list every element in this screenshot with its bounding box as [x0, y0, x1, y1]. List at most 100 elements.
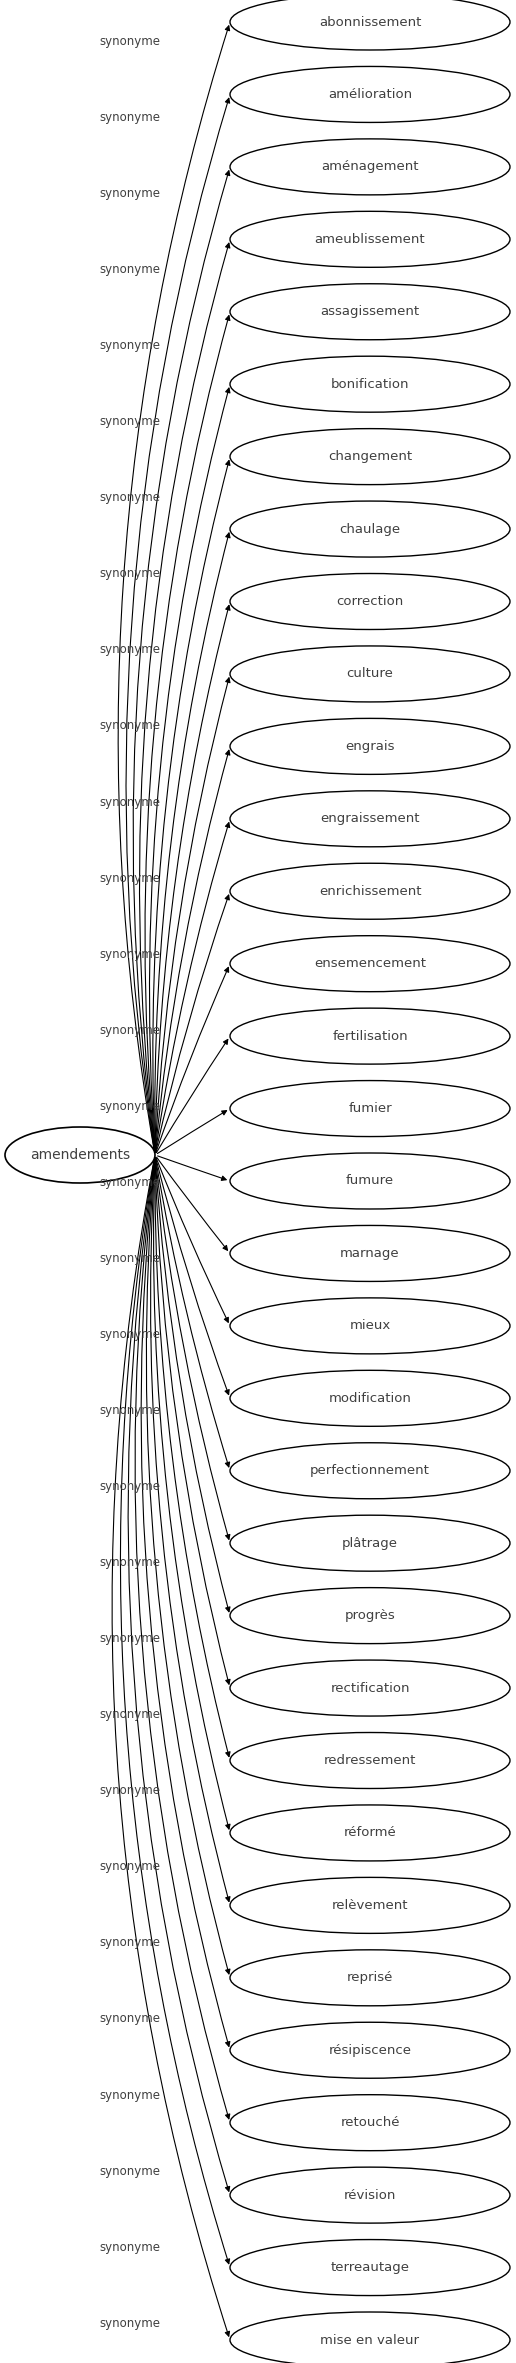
Text: synonyme: synonyme [99, 1252, 160, 1264]
Text: synonyme: synonyme [99, 1633, 160, 1645]
FancyArrowPatch shape [155, 678, 230, 1153]
Text: bonification: bonification [331, 378, 409, 390]
Ellipse shape [230, 1805, 510, 1862]
FancyArrowPatch shape [155, 605, 230, 1153]
Text: synonyme: synonyme [99, 643, 160, 657]
Text: synonyme: synonyme [99, 416, 160, 428]
FancyArrowPatch shape [154, 1158, 230, 1829]
Text: amendements: amendements [30, 1148, 130, 1163]
Ellipse shape [230, 1297, 510, 1354]
Ellipse shape [230, 210, 510, 267]
FancyArrowPatch shape [128, 1158, 230, 2191]
Ellipse shape [230, 2311, 510, 2363]
FancyArrowPatch shape [157, 1111, 227, 1153]
Text: aménagement: aménagement [321, 161, 419, 172]
Text: synonyme: synonyme [99, 2089, 160, 2101]
FancyArrowPatch shape [118, 26, 230, 1153]
FancyArrowPatch shape [155, 822, 230, 1153]
Text: rectification: rectification [330, 1682, 410, 1694]
FancyArrowPatch shape [153, 461, 230, 1153]
Text: synonyme: synonyme [99, 2013, 160, 2025]
Text: culture: culture [347, 666, 393, 681]
Text: synonyme: synonyme [99, 796, 160, 808]
Text: synonyme: synonyme [99, 1557, 160, 1569]
Text: marnage: marnage [340, 1248, 400, 1259]
Text: synonyme: synonyme [99, 1479, 160, 1493]
Ellipse shape [230, 645, 510, 702]
Text: perfectionnement: perfectionnement [310, 1465, 430, 1477]
Text: synonyme: synonyme [99, 187, 160, 201]
Text: synonyme: synonyme [99, 1099, 160, 1113]
Text: synonyme: synonyme [99, 872, 160, 884]
Text: synonyme: synonyme [99, 1023, 160, 1037]
Ellipse shape [230, 2167, 510, 2224]
Text: synonyme: synonyme [99, 2316, 160, 2330]
Text: synonyme: synonyme [99, 35, 160, 47]
Ellipse shape [230, 574, 510, 629]
Text: amélioration: amélioration [328, 87, 412, 102]
Text: ameublissement: ameublissement [315, 234, 425, 246]
FancyArrowPatch shape [155, 749, 230, 1153]
FancyArrowPatch shape [155, 1158, 230, 1756]
Text: synonyme: synonyme [99, 1404, 160, 1418]
Ellipse shape [230, 1371, 510, 1427]
Text: changement: changement [328, 449, 412, 463]
FancyArrowPatch shape [135, 1158, 230, 2120]
Text: enrichissement: enrichissement [319, 884, 421, 898]
FancyArrowPatch shape [139, 243, 230, 1153]
FancyArrowPatch shape [151, 1158, 230, 1902]
Text: synonyme: synonyme [99, 1935, 160, 1949]
Ellipse shape [230, 501, 510, 558]
FancyArrowPatch shape [156, 966, 229, 1153]
Text: modification: modification [329, 1392, 411, 1406]
Ellipse shape [230, 66, 510, 123]
Ellipse shape [230, 428, 510, 484]
Ellipse shape [230, 1588, 510, 1645]
Text: redressement: redressement [324, 1753, 416, 1768]
Text: retouché: retouché [340, 2117, 400, 2129]
FancyArrowPatch shape [155, 1158, 230, 1467]
FancyArrowPatch shape [156, 1040, 228, 1153]
Ellipse shape [230, 1661, 510, 1716]
Text: synonyme: synonyme [99, 1784, 160, 1798]
Text: engrais: engrais [345, 740, 395, 754]
Text: synonyme: synonyme [99, 2165, 160, 2179]
Text: synonyme: synonyme [99, 1708, 160, 1720]
Text: réformé: réformé [344, 1827, 396, 1838]
Text: correction: correction [336, 595, 404, 607]
Ellipse shape [230, 936, 510, 992]
FancyArrowPatch shape [156, 896, 229, 1153]
Text: synonyme: synonyme [99, 948, 160, 962]
Text: synonyme: synonyme [99, 567, 160, 581]
Text: synonyme: synonyme [99, 1860, 160, 1874]
Text: plâtrage: plâtrage [342, 1536, 398, 1550]
Text: reprisé: reprisé [347, 1971, 393, 1985]
Text: fumier: fumier [348, 1101, 392, 1115]
Ellipse shape [230, 1732, 510, 1789]
FancyArrowPatch shape [155, 1158, 230, 1685]
FancyArrowPatch shape [133, 170, 230, 1153]
Ellipse shape [230, 1226, 510, 1281]
Text: chaulage: chaulage [340, 522, 400, 536]
Ellipse shape [230, 139, 510, 194]
Text: ensemencement: ensemencement [314, 957, 426, 971]
FancyArrowPatch shape [156, 1158, 228, 1323]
FancyArrowPatch shape [145, 317, 230, 1153]
Text: fertilisation: fertilisation [332, 1030, 408, 1042]
Ellipse shape [230, 0, 510, 50]
Ellipse shape [230, 792, 510, 846]
Ellipse shape [230, 1080, 510, 1137]
Ellipse shape [230, 718, 510, 775]
FancyArrowPatch shape [147, 1158, 230, 1973]
Text: synonyme: synonyme [99, 111, 160, 123]
Ellipse shape [230, 357, 510, 411]
Text: synonyme: synonyme [99, 1328, 160, 1340]
Text: abonnissement: abonnissement [319, 17, 421, 28]
Ellipse shape [230, 1009, 510, 1063]
Text: synonyme: synonyme [99, 718, 160, 733]
FancyArrowPatch shape [141, 1158, 230, 2046]
Ellipse shape [230, 862, 510, 919]
FancyArrowPatch shape [155, 1158, 230, 1538]
Text: synonyme: synonyme [99, 340, 160, 352]
Text: synonyme: synonyme [99, 262, 160, 276]
